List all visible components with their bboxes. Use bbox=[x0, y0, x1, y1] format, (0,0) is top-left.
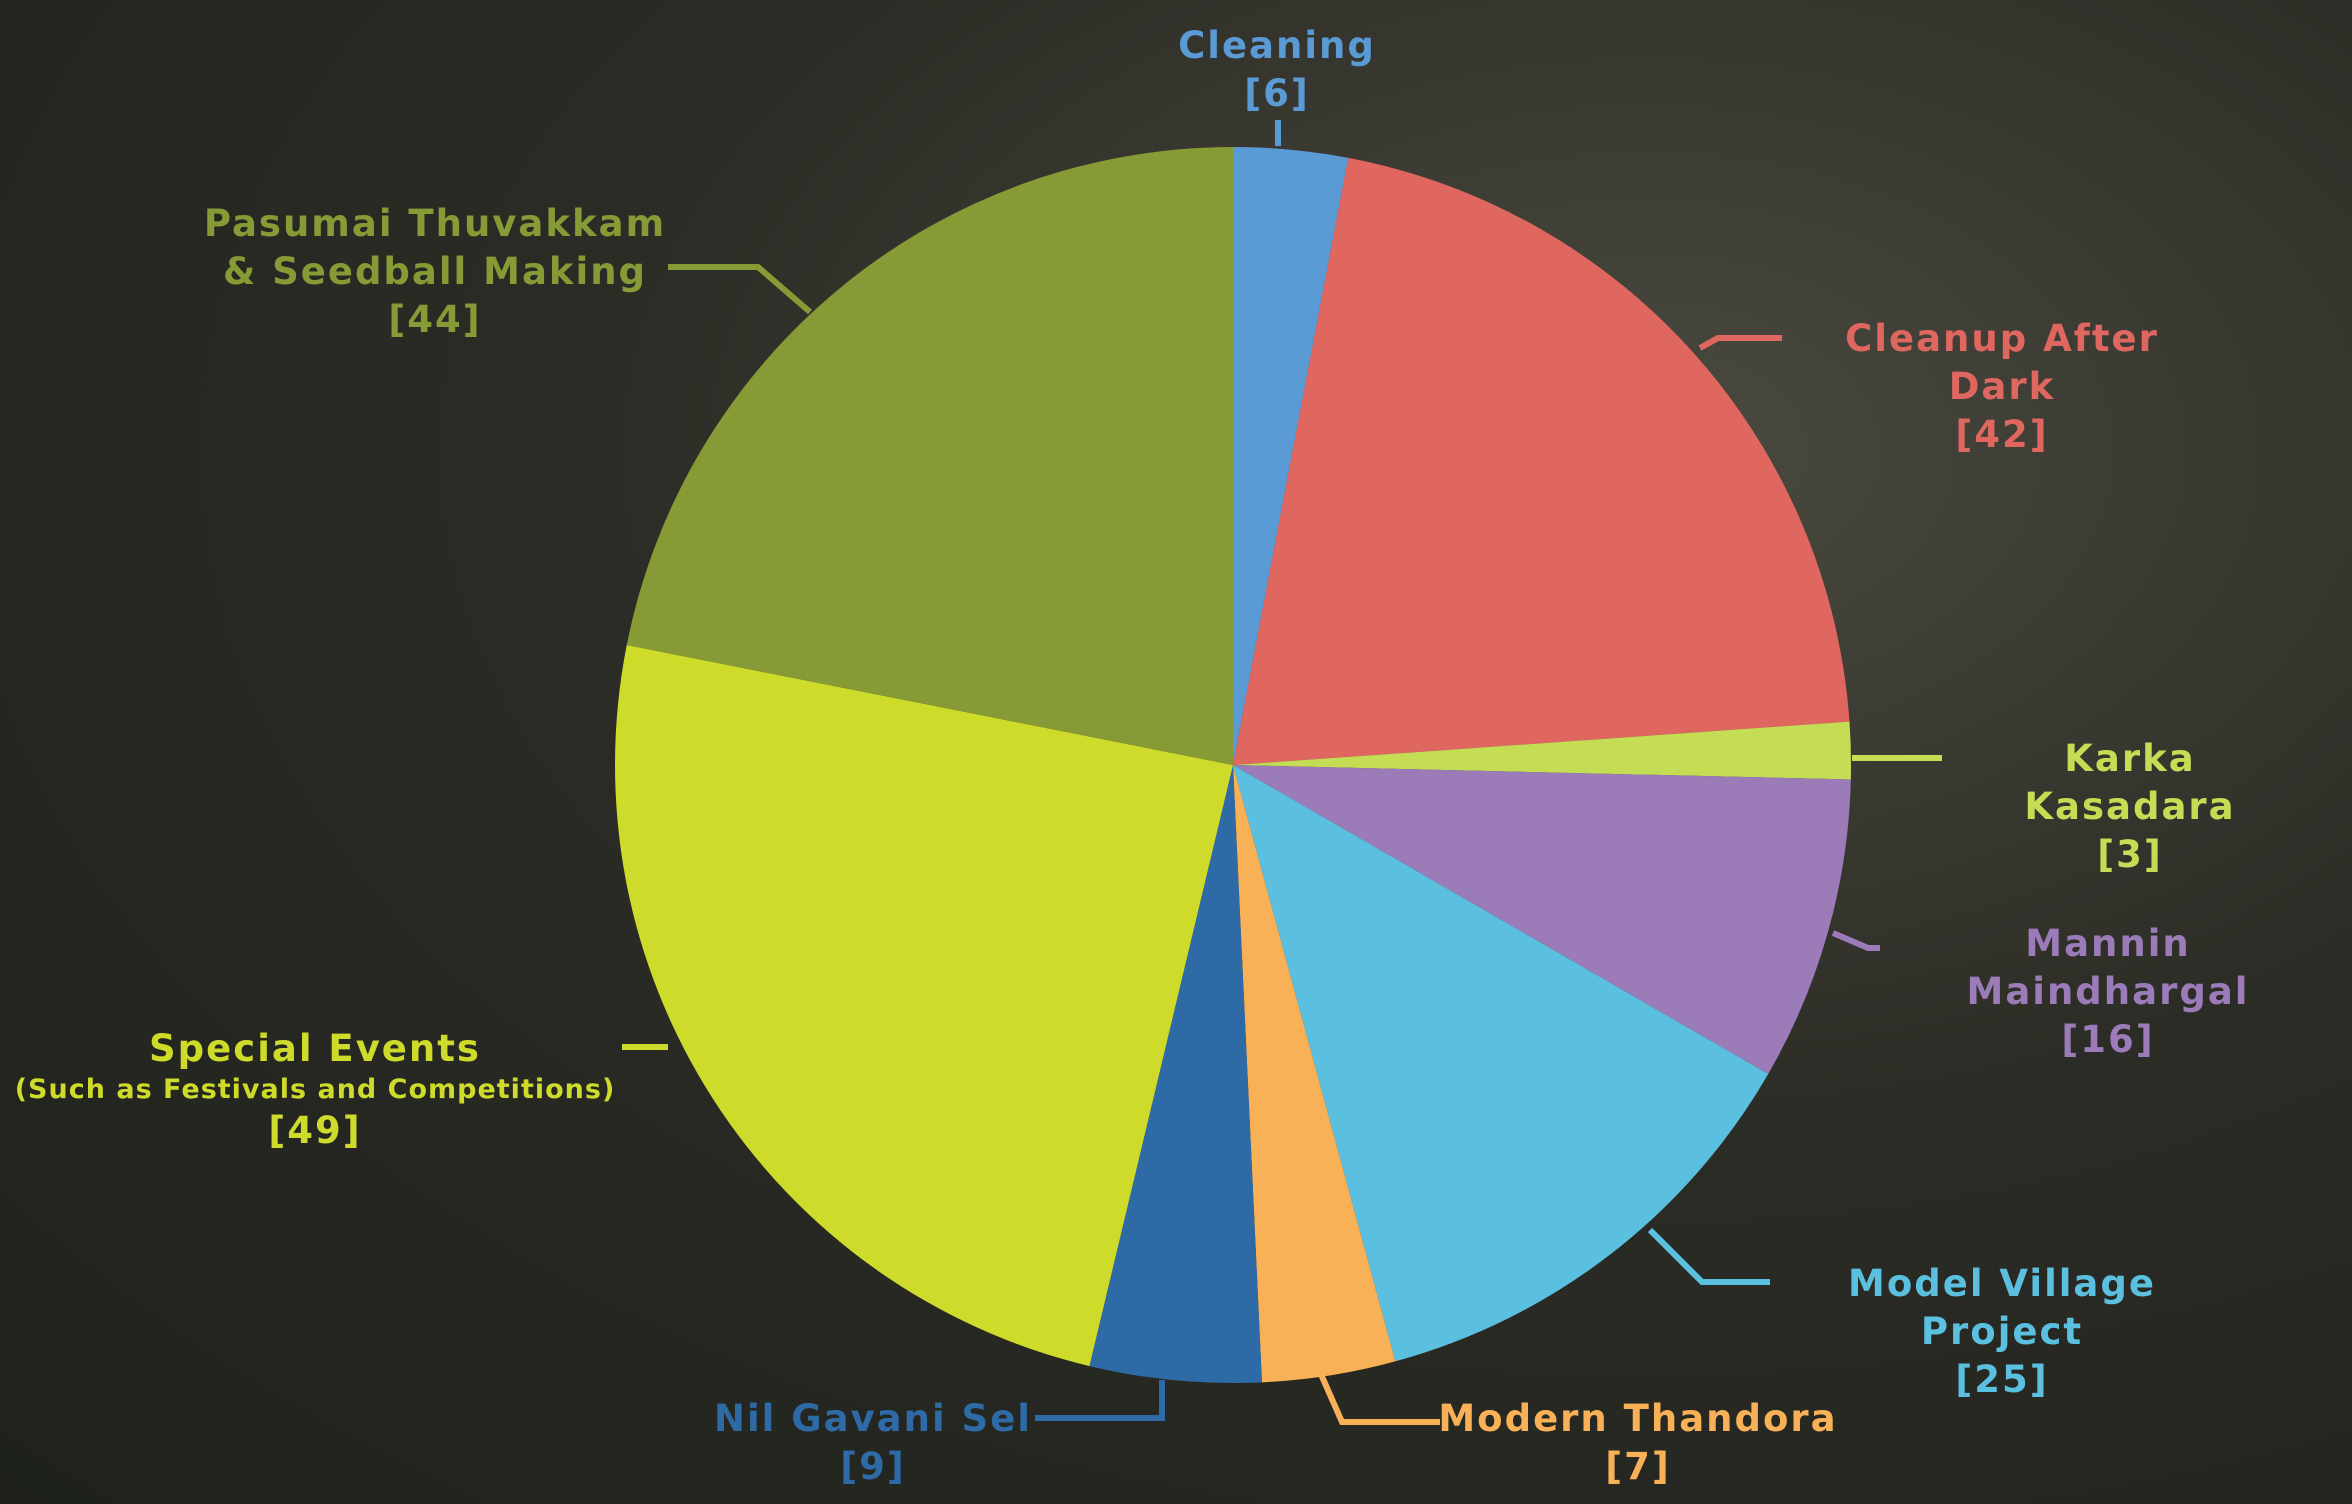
pie-slice bbox=[1233, 765, 1396, 1383]
pie-slice bbox=[1233, 765, 1769, 1362]
category-label: Cleanup After Dark bbox=[1845, 317, 2159, 408]
value-label: [49] bbox=[268, 1109, 362, 1152]
pie-slice bbox=[615, 645, 1233, 1367]
value-label: [9] bbox=[840, 1445, 906, 1488]
value-label: [3] bbox=[2097, 833, 2163, 876]
value-label: [16] bbox=[2061, 1018, 2155, 1061]
slice-label: Model Village Project [25] bbox=[1827, 1260, 2177, 1404]
value-label: [7] bbox=[1605, 1445, 1671, 1488]
category-label: Mannin Maindhargal bbox=[1966, 922, 2250, 1013]
category-label: Cleaning bbox=[1178, 24, 1376, 67]
pie-slice bbox=[1233, 765, 1851, 1074]
value-label: [42] bbox=[1955, 413, 2049, 456]
slice-label: Modern Thandora [7] bbox=[1438, 1395, 1837, 1491]
leader-line bbox=[1317, 1370, 1440, 1425]
slice-label: Mannin Maindhargal [16] bbox=[1967, 920, 2250, 1064]
category-label: Model Village Project bbox=[1848, 1262, 2156, 1353]
annotation: (Such as Festivals and Competitions) bbox=[14, 1074, 616, 1105]
category-label: Karka Kasadara bbox=[2024, 737, 2236, 828]
category-label: Nil Gavani Sel bbox=[714, 1397, 1032, 1440]
category-label: Special Events bbox=[149, 1027, 481, 1070]
leader-line bbox=[1647, 1227, 1770, 1285]
slice-label: Cleanup After Dark [42] bbox=[1827, 315, 2177, 459]
slice-label: Karka Kasadara [3] bbox=[2019, 735, 2241, 879]
pie-slice bbox=[1233, 157, 1850, 766]
slice-label: Special Events (Such as Festivals and Com… bbox=[15, 1025, 616, 1155]
category-label: Pasumai Thuvakkam & Seedball Making bbox=[203, 202, 667, 293]
value-label: [44] bbox=[388, 298, 482, 341]
slice-label: Nil Gavani Sel [9] bbox=[714, 1395, 1032, 1491]
leader-line bbox=[1831, 930, 1880, 951]
category-label: Modern Thandora bbox=[1438, 1397, 1838, 1440]
pie-slice bbox=[1233, 147, 1349, 765]
pie-slice bbox=[1233, 721, 1851, 780]
leader-line bbox=[1035, 1380, 1165, 1421]
leader-line bbox=[668, 264, 812, 315]
leader-line bbox=[1698, 335, 1782, 351]
pie-slice bbox=[626, 147, 1233, 765]
slice-label: Cleaning [6] bbox=[1178, 22, 1376, 118]
value-label: [25] bbox=[1955, 1358, 2049, 1401]
pie-slice bbox=[1089, 765, 1262, 1383]
slice-label: Pasumai Thuvakkam & Seedball Making [44] bbox=[200, 200, 670, 344]
value-label: [6] bbox=[1244, 72, 1310, 115]
